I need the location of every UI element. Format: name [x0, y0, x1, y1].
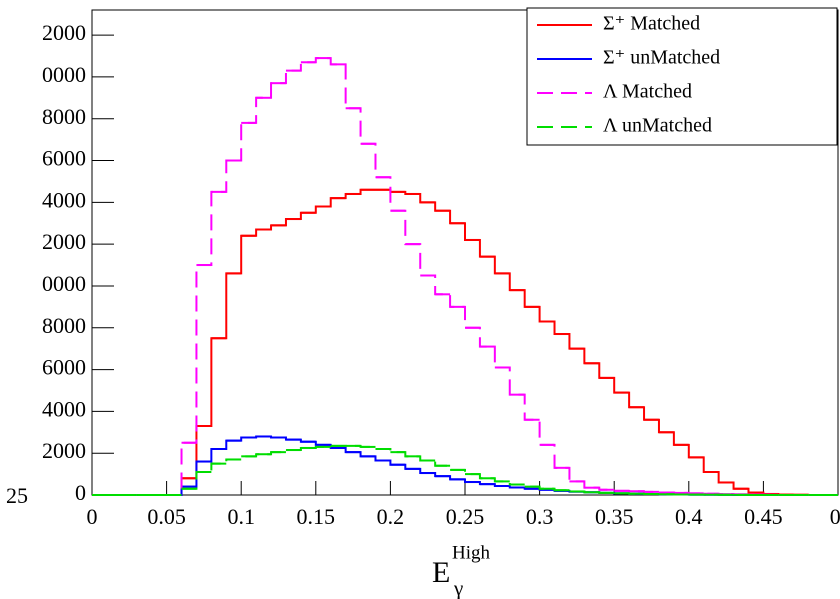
y-tick-label: 4000 — [42, 396, 86, 421]
histogram-outline — [92, 57, 838, 496]
x-tick-label: 0 — [87, 504, 98, 529]
legend-label: Λ Matched — [603, 81, 692, 103]
x-tick-label: 0.15 — [297, 504, 336, 529]
legend: Σ⁺ Matched Σ⁺ unMatched Λ Matched Λ unMatch… — [526, 7, 838, 146]
x-axis-label-sub: γ — [453, 576, 463, 599]
y-tick-label: 8000 — [42, 104, 86, 129]
y-tick-label: 2000 — [42, 20, 86, 45]
y-tick-label: 0000 — [42, 62, 86, 87]
x-tick-label: 0.1 — [227, 504, 255, 529]
x-axis-label: E — [432, 556, 450, 589]
y-tick-label: 6000 — [42, 355, 86, 380]
legend-label: Λ unMatched — [603, 115, 712, 137]
x-tick-label: 0.3 — [526, 504, 554, 529]
x-tick-label: 0.35 — [595, 504, 634, 529]
annotation: 25 — [6, 483, 28, 508]
histogram-outline — [92, 188, 838, 496]
y-tick-label: 8000 — [42, 313, 86, 338]
y-tick-label: 0 — [75, 480, 86, 505]
x-tick-label: 0.25 — [446, 504, 485, 529]
y-tick-label: 2000 — [42, 229, 86, 254]
x-axis-label-sup: High — [452, 542, 491, 563]
y-tick-label: 0000 — [42, 271, 86, 296]
y-tick-label: 4000 — [42, 187, 86, 212]
x-tick-label: 0. — [830, 504, 840, 529]
x-tick-label: 0.2 — [377, 504, 405, 529]
x-tick-label: 0.45 — [744, 504, 783, 529]
legend-label: Σ⁺ Matched — [603, 13, 700, 35]
y-tick-label: 2000 — [42, 438, 86, 463]
legend-box — [526, 7, 838, 146]
x-tick-label: 0.4 — [675, 504, 703, 529]
y-tick-label: 6000 — [42, 146, 86, 171]
x-tick-label: 0.05 — [147, 504, 186, 529]
legend-label: Σ⁺ unMatched — [603, 47, 720, 69]
